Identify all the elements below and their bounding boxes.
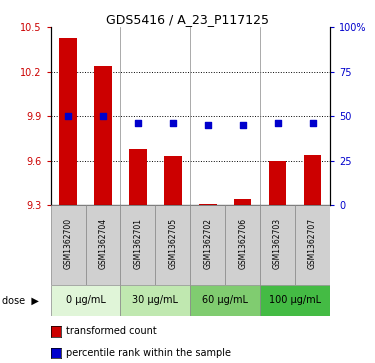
Bar bbox=[155, 205, 190, 285]
Bar bbox=[304, 155, 321, 205]
Text: GSM1362706: GSM1362706 bbox=[238, 218, 247, 269]
Bar bbox=[269, 161, 286, 205]
Text: GSM1362701: GSM1362701 bbox=[134, 218, 142, 269]
Bar bbox=[51, 205, 86, 285]
Bar bbox=[234, 199, 251, 205]
Text: dose  ▶: dose ▶ bbox=[2, 295, 39, 305]
Bar bbox=[260, 205, 295, 285]
Bar bbox=[295, 205, 330, 285]
Bar bbox=[190, 285, 260, 316]
Text: GSM1362705: GSM1362705 bbox=[168, 218, 177, 269]
Bar bbox=[120, 205, 155, 285]
Text: GSM1362700: GSM1362700 bbox=[64, 218, 73, 269]
Bar bbox=[120, 285, 190, 316]
Point bbox=[135, 121, 141, 126]
Text: percentile rank within the sample: percentile rank within the sample bbox=[66, 348, 231, 358]
Bar bbox=[59, 38, 77, 205]
Text: GSM1362707: GSM1362707 bbox=[308, 218, 317, 269]
Text: transformed count: transformed count bbox=[66, 326, 156, 337]
Text: GSM1362703: GSM1362703 bbox=[273, 218, 282, 269]
Text: 30 μg/mL: 30 μg/mL bbox=[132, 295, 178, 305]
Point bbox=[65, 113, 71, 119]
Text: GSM1362702: GSM1362702 bbox=[203, 218, 212, 269]
Text: 0 μg/mL: 0 μg/mL bbox=[66, 295, 105, 305]
Text: GSM1362704: GSM1362704 bbox=[99, 218, 108, 269]
Bar bbox=[260, 285, 330, 316]
Bar bbox=[94, 66, 112, 205]
Text: 100 μg/mL: 100 μg/mL bbox=[269, 295, 321, 305]
Point bbox=[170, 121, 176, 126]
Point bbox=[274, 121, 280, 126]
Point bbox=[240, 122, 246, 128]
Bar bbox=[199, 204, 216, 205]
Bar bbox=[190, 205, 225, 285]
Bar bbox=[164, 156, 182, 205]
Bar bbox=[129, 149, 147, 205]
Bar bbox=[86, 205, 120, 285]
Point bbox=[309, 121, 315, 126]
Point bbox=[205, 122, 211, 128]
Bar bbox=[225, 205, 260, 285]
Point bbox=[100, 113, 106, 119]
Text: 60 μg/mL: 60 μg/mL bbox=[202, 295, 248, 305]
Bar bbox=[51, 285, 120, 316]
Text: GDS5416 / A_23_P117125: GDS5416 / A_23_P117125 bbox=[106, 13, 269, 26]
